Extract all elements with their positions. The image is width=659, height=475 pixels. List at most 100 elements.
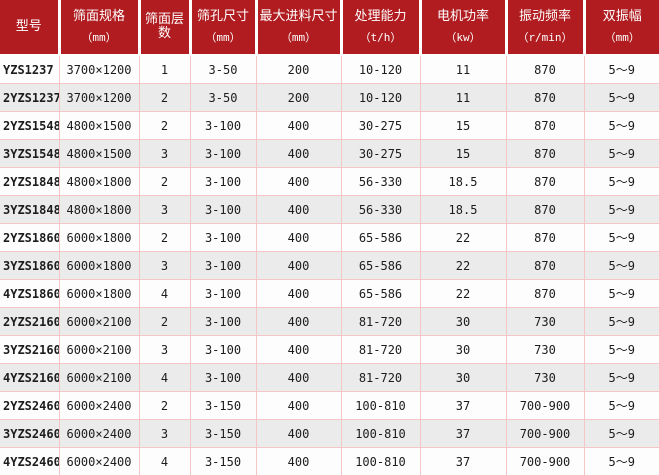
column-label: 型号 xyxy=(0,20,58,34)
table-cell: 3-100 xyxy=(190,168,256,196)
table-cell: 400 xyxy=(256,168,341,196)
table-cell: 5～9 xyxy=(584,224,659,252)
column-label: 筛面层数 xyxy=(141,13,189,42)
table-cell: 6000×2400 xyxy=(59,448,139,475)
table-cell: 400 xyxy=(256,112,341,140)
column-unit: （t/h） xyxy=(343,32,419,44)
table-cell: 3-100 xyxy=(190,112,256,140)
model-cell: 3YZS1848 xyxy=(0,196,59,224)
table-cell: 200 xyxy=(256,84,341,112)
model-cell: 3YZS2460 xyxy=(0,420,59,448)
table-cell: 10-120 xyxy=(341,55,420,84)
table-cell: 870 xyxy=(506,280,584,308)
table-cell: 6000×2100 xyxy=(59,364,139,392)
table-cell: 6000×1800 xyxy=(59,224,139,252)
table-cell: 15 xyxy=(420,140,506,168)
column-label: 处理能力 xyxy=(343,10,419,24)
table-cell: 10-120 xyxy=(341,84,420,112)
table-cell: 5～9 xyxy=(584,308,659,336)
table-cell: 4 xyxy=(139,364,190,392)
table-cell: 2 xyxy=(139,392,190,420)
table-cell: 37 xyxy=(420,448,506,475)
model-cell: 3YZS1860 xyxy=(0,252,59,280)
column-header-4: 最大进料尺寸（mm） xyxy=(256,0,341,55)
table-cell: 3 xyxy=(139,196,190,224)
table-cell: 3-150 xyxy=(190,392,256,420)
table-cell: 30 xyxy=(420,308,506,336)
table-cell: 5～9 xyxy=(584,140,659,168)
table-cell: 3-50 xyxy=(190,84,256,112)
table-cell: 870 xyxy=(506,252,584,280)
table-cell: 870 xyxy=(506,168,584,196)
header-row: 型号筛面规格（mm）筛面层数筛孔尺寸（mm）最大进料尺寸（mm）处理能力（t/h… xyxy=(0,0,659,55)
model-cell: 3YZS2160 xyxy=(0,336,59,364)
table-cell: 3-100 xyxy=(190,252,256,280)
table-cell: 5～9 xyxy=(584,55,659,84)
table-cell: 100-810 xyxy=(341,420,420,448)
table-cell: 56-330 xyxy=(341,168,420,196)
table-cell: 2 xyxy=(139,224,190,252)
table-cell: 2 xyxy=(139,84,190,112)
table-cell: 870 xyxy=(506,140,584,168)
column-header-2: 筛面层数 xyxy=(139,0,190,55)
table-cell: 65-586 xyxy=(341,280,420,308)
table-cell: 400 xyxy=(256,448,341,475)
table-cell: 870 xyxy=(506,224,584,252)
table-cell: 3700×1200 xyxy=(59,55,139,84)
column-unit: （kw） xyxy=(422,32,505,44)
column-header-5: 处理能力 （t/h） xyxy=(341,0,420,55)
table-cell: 3-100 xyxy=(190,364,256,392)
column-header-3: 筛孔尺寸（mm） xyxy=(190,0,256,55)
table-cell: 5～9 xyxy=(584,168,659,196)
table-cell: 6000×2100 xyxy=(59,308,139,336)
table-cell: 3-100 xyxy=(190,140,256,168)
table-cell: 30 xyxy=(420,336,506,364)
table-cell: 3-100 xyxy=(190,224,256,252)
table-cell: 730 xyxy=(506,336,584,364)
table-cell: 37 xyxy=(420,392,506,420)
table-cell: 400 xyxy=(256,280,341,308)
table-cell: 2 xyxy=(139,112,190,140)
model-cell: 2YZS2160 xyxy=(0,308,59,336)
table-cell: 5～9 xyxy=(584,84,659,112)
column-label: 筛孔尺寸 xyxy=(192,10,255,24)
table-cell: 5～9 xyxy=(584,196,659,224)
table-cell: 400 xyxy=(256,224,341,252)
table-cell: 3700×1200 xyxy=(59,84,139,112)
column-label: 电机功率 xyxy=(422,10,505,24)
table-cell: 5～9 xyxy=(584,364,659,392)
table-cell: 11 xyxy=(420,84,506,112)
table-cell: 4800×1500 xyxy=(59,112,139,140)
model-cell: 2YZS1860 xyxy=(0,224,59,252)
model-cell: 3YZS1548 xyxy=(0,140,59,168)
table-cell: 3-100 xyxy=(190,308,256,336)
model-cell: 2YZS1848 xyxy=(0,168,59,196)
table-cell: 3 xyxy=(139,336,190,364)
table-cell: 700-900 xyxy=(506,448,584,475)
table-cell: 6000×2400 xyxy=(59,420,139,448)
table-cell: 700-900 xyxy=(506,392,584,420)
table-cell: 400 xyxy=(256,420,341,448)
table-cell: 4 xyxy=(139,448,190,475)
table-cell: 3-150 xyxy=(190,448,256,475)
model-cell: 4YZS2460 xyxy=(0,448,59,475)
table-header: 型号筛面规格（mm）筛面层数筛孔尺寸（mm）最大进料尺寸（mm）处理能力（t/h… xyxy=(0,0,659,55)
table-cell: 3 xyxy=(139,420,190,448)
model-cell: 2YZS1548 xyxy=(0,112,59,140)
table-cell: 22 xyxy=(420,224,506,252)
table-cell: 400 xyxy=(256,252,341,280)
table-cell: 200 xyxy=(256,55,341,84)
model-cell: 2YZS2460 xyxy=(0,392,59,420)
table-cell: 2 xyxy=(139,308,190,336)
column-unit: （mm） xyxy=(61,32,138,44)
